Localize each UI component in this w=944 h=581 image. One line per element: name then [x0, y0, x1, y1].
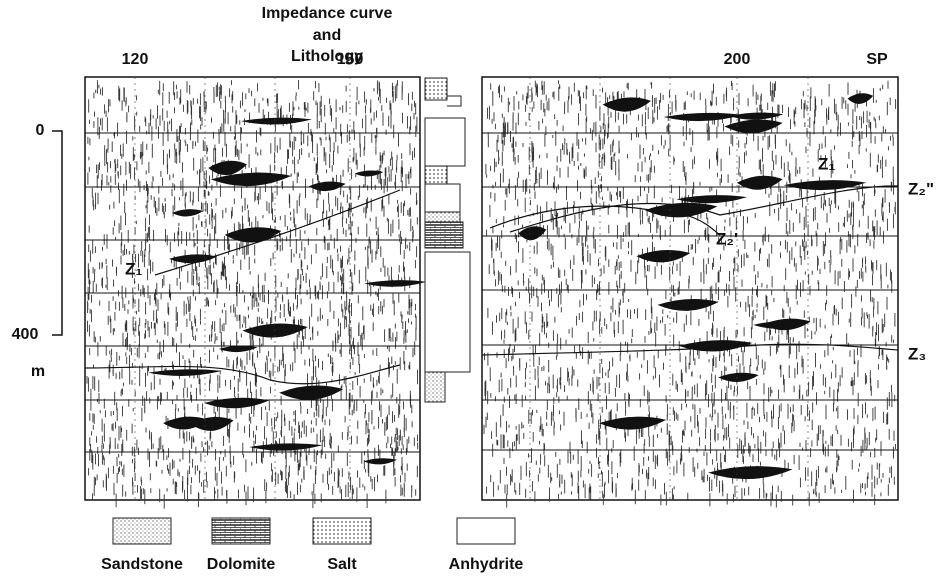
legend-swatch — [112, 517, 172, 545]
litho-anhydrite — [424, 117, 466, 167]
reflector — [240, 117, 313, 125]
horizon-label: Z₁ — [125, 259, 142, 278]
horizon-label: Z₃ — [908, 344, 926, 363]
title-line: Impedance curve — [262, 5, 393, 22]
reflector — [279, 385, 344, 401]
depth-bar — [52, 130, 63, 336]
reflector — [847, 93, 874, 104]
litho-anhydrite — [424, 251, 471, 373]
reflector — [729, 112, 784, 120]
depth-axis: 0 400 m — [12, 122, 63, 380]
reflector — [208, 160, 248, 176]
title-line: Lithology — [291, 48, 363, 65]
depth-label: 400 — [12, 326, 39, 343]
reflector — [218, 345, 258, 353]
legend-label: Dolomite — [207, 556, 276, 573]
horizon-z2pp — [509, 185, 899, 233]
horizon-label: Z₁ — [818, 154, 835, 173]
reflector — [724, 119, 783, 134]
shotpoint-label: 200 — [724, 51, 751, 68]
litho-sandstone — [424, 371, 446, 403]
litho-dolomite — [424, 221, 464, 249]
title-line: and — [313, 27, 341, 44]
reflector — [249, 443, 323, 451]
reflector — [708, 466, 793, 480]
seismic-trace — [86, 80, 419, 509]
reflector — [363, 458, 398, 465]
reflector — [663, 112, 743, 122]
impedance-curve — [447, 95, 462, 107]
reflector — [147, 369, 222, 376]
reflector — [736, 175, 783, 190]
reflector — [210, 172, 292, 187]
reflector — [169, 254, 218, 264]
legend-label: Salt — [327, 556, 357, 573]
shotpoint-label: 120 — [122, 51, 149, 68]
reflector — [783, 180, 867, 191]
reflector — [308, 181, 346, 192]
horizon-z3 — [481, 343, 899, 356]
horizon-z3 — [84, 364, 401, 385]
depth-unit: m — [31, 363, 45, 380]
reflector — [718, 372, 759, 383]
legend-label: Sandstone — [101, 556, 183, 573]
title: Impedance curve and Lithology — [262, 5, 393, 65]
reflector — [364, 280, 427, 287]
litho-salt — [424, 165, 448, 185]
litho-anhydrite — [424, 183, 461, 213]
reflector — [676, 195, 748, 204]
lithology-column — [424, 77, 471, 403]
reflector — [599, 416, 667, 430]
horizon-z2p — [489, 205, 721, 236]
shotpoint-label: SP — [866, 51, 888, 68]
reflector — [753, 321, 805, 329]
seismic-panels — [84, 76, 899, 509]
shotpoint-label: 150 — [337, 51, 364, 68]
reflector — [518, 226, 547, 241]
horizon-z1 — [154, 189, 401, 276]
litho-sandstone — [424, 211, 461, 223]
reflector — [163, 416, 209, 430]
legend-swatch — [312, 517, 372, 545]
legend-label: Anhydrite — [449, 556, 524, 573]
horizon-lines — [84, 185, 899, 385]
reflector — [171, 209, 204, 217]
reflector — [354, 170, 384, 177]
reflector — [644, 202, 718, 218]
horizon-label: Z₂' — [716, 229, 738, 248]
legend-swatch — [211, 517, 271, 545]
legend-swatch — [456, 517, 516, 545]
reflector — [636, 250, 691, 263]
depth-label: 0 — [36, 122, 45, 139]
panel-frame — [481, 76, 899, 501]
legend: Sandstone Dolomite Salt Anhydrite — [101, 517, 524, 573]
reflector — [602, 97, 652, 112]
reflector — [657, 298, 719, 311]
horizon-label: Z₂" — [908, 179, 934, 198]
litho-salt — [424, 77, 448, 101]
